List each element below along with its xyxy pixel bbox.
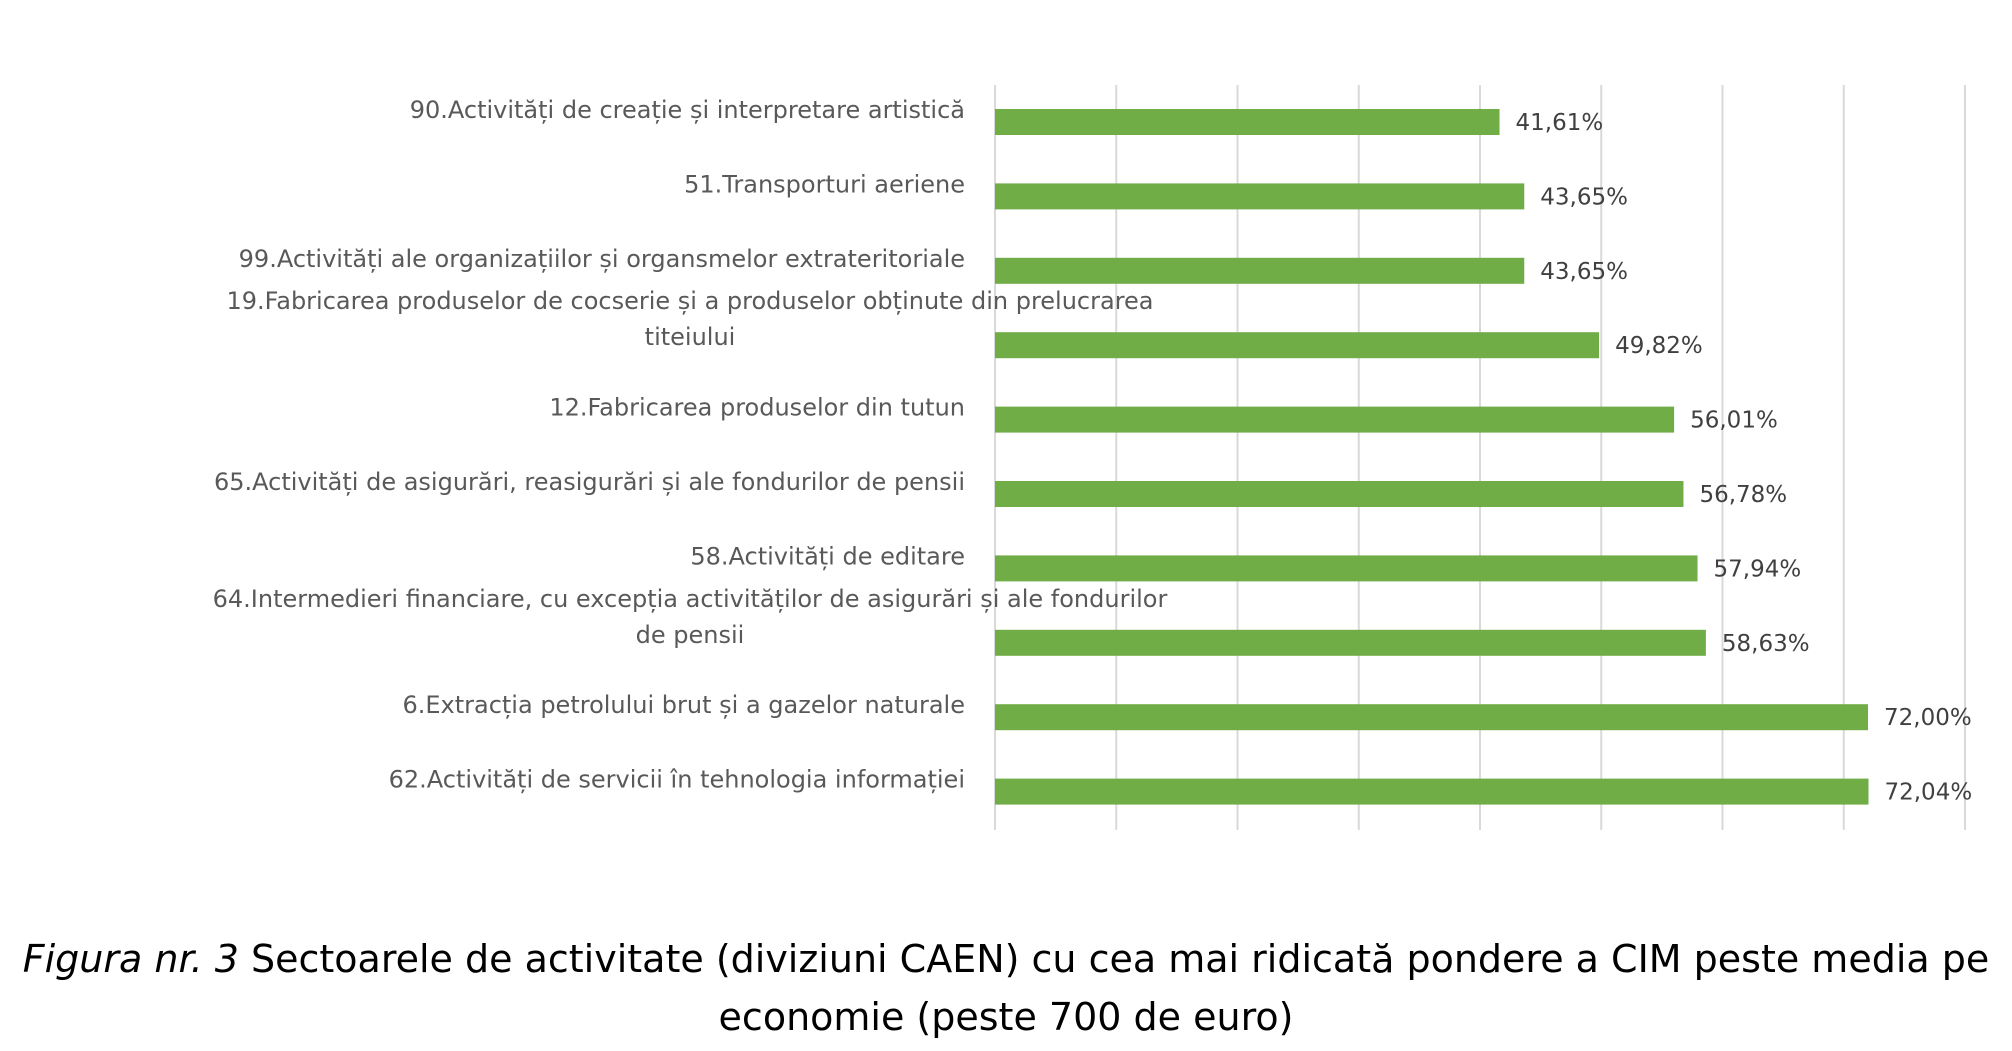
category-label-5: 65.Activități de asigurări, reasigurări …	[214, 468, 965, 496]
value-labels: 41,61% 43,65% 43,65% 49,82% 56,01% 56,78% 57,9…	[1516, 110, 1973, 806]
category-label-7: 64.Intermedieri financiare, cu excepția …	[213, 585, 1168, 649]
value-label-1: 43,65%	[1540, 184, 1628, 210]
value-label-0: 41,61%	[1516, 110, 1604, 136]
category-label-1: 51.Transporturi aeriene	[684, 170, 965, 198]
bar-8	[995, 704, 1868, 731]
value-label-9: 72,04%	[1884, 780, 1972, 806]
bar-2	[995, 257, 1525, 284]
category-label-2: 99.Activități ale organizațiilor și orga…	[239, 245, 965, 273]
category-labels: 90.Activități de creație și interpretare…	[213, 96, 1168, 794]
category-label-4: 12.Fabricarea produselor din tutun	[549, 394, 965, 422]
bar-6	[995, 555, 1698, 582]
bar-0	[995, 109, 1500, 135]
bar-7	[995, 629, 1706, 656]
value-label-8: 72,00%	[1884, 705, 1972, 731]
figure-caption: Figura nr. 3 Sectoarele de activitate (d…	[0, 930, 2012, 1046]
category-label-3: 19.Fabricarea produselor de cocserie și …	[226, 287, 1153, 351]
caption-line-2: economie (peste 700 de euro)	[718, 995, 1294, 1039]
value-label-5: 56,78%	[1699, 482, 1787, 508]
bar-9	[995, 778, 1869, 805]
bars	[995, 109, 1869, 805]
category-label-8: 6.Extracția petrolului brut și a gazelor…	[402, 691, 965, 719]
value-label-4: 56,01%	[1690, 408, 1778, 434]
category-label-9: 62.Activități de servicii în tehnologia …	[389, 766, 965, 794]
category-label-6: 58.Activități de editare	[690, 542, 965, 570]
caption-figure-ref: Figura nr. 3	[22, 937, 239, 981]
chart-area: 90.Activități de creație și interpretare…	[213, 85, 1973, 830]
bar-chart: 90.Activități de creație și interpretare…	[213, 85, 1973, 830]
bar-3	[995, 332, 1600, 359]
category-label-0: 90.Activități de creație și interpretare…	[410, 96, 965, 124]
bar-5	[995, 481, 1684, 507]
caption-text-1: Sectoarele de activitate (diviziuni CAEN…	[238, 937, 1990, 981]
value-label-7: 58,63%	[1722, 631, 1810, 657]
value-label-2: 43,65%	[1540, 259, 1628, 285]
bar-4	[995, 406, 1675, 433]
value-label-6: 57,94%	[1714, 556, 1802, 582]
value-label-3: 49,82%	[1615, 333, 1703, 359]
bar-1	[995, 183, 1525, 210]
caption-line-1: Figura nr. 3 Sectoarele de activitate (d…	[0, 930, 2012, 988]
